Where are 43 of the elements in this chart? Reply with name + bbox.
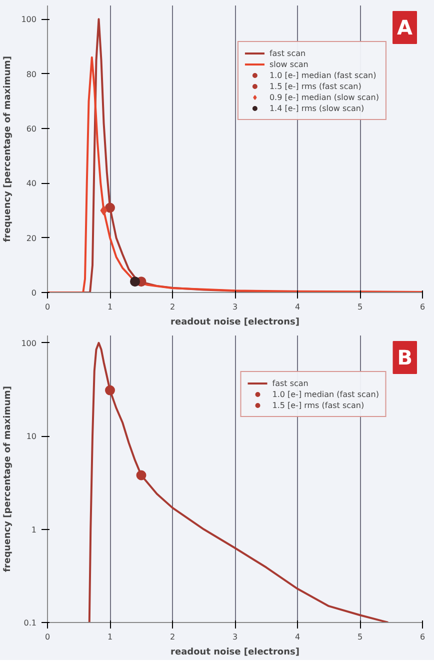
legend-label: slow scan: [269, 59, 308, 69]
legend-label: 0.9 [e-] median (slow scan): [269, 92, 379, 102]
legend-label: 1.4 [e-] rms (slow scan): [269, 103, 364, 113]
y-axis-title: frequency [percentage of maximum]: [3, 386, 14, 572]
x-tick-label: 6: [420, 302, 426, 312]
legend-label: 1.0 [e-] median (fast scan): [272, 389, 379, 399]
x-tick-label: 2: [170, 632, 176, 642]
y-tick-label: 20: [26, 234, 37, 243]
y-tick-label: 100: [21, 338, 37, 348]
annotation: B: [397, 346, 413, 370]
x-tick-label: 0: [44, 302, 50, 312]
x-tick-label: 1: [107, 302, 113, 312]
y-tick-label: 60: [26, 124, 37, 134]
y-axis-title: frequency [percentage of maximum]: [3, 56, 14, 242]
x-tick-label: 3: [232, 302, 238, 312]
legend-label: 1.5 [e-] rms (fast scan): [269, 81, 362, 91]
y-tick-label: 1: [31, 525, 37, 534]
y-tick-label: 100: [21, 15, 37, 24]
point: [100, 206, 108, 216]
x-tick-label: 5: [357, 632, 363, 642]
y-tick-label: 0: [31, 288, 37, 298]
y-tick-label: 10: [26, 432, 37, 442]
legend-label: fast scan: [269, 48, 306, 58]
x-tick-label: 0: [44, 632, 50, 642]
line-series: [88, 342, 390, 622]
x-tick-label: 2: [170, 302, 176, 312]
y-tick-label: 40: [26, 179, 37, 188]
x-tick-label: 5: [357, 302, 363, 312]
x-axis-title: readout noise [electrons]: [170, 648, 300, 658]
x-tick-label: 4: [294, 632, 300, 642]
y-tick-label: 0.1: [24, 618, 37, 628]
x-tick-label: 4: [294, 302, 300, 312]
x-axis-title: readout noise [electrons]: [170, 318, 300, 328]
x-tick-label: 6: [420, 632, 426, 642]
legend-label: 1.5 [e-] rms (fast scan): [272, 400, 364, 410]
legend-label: fast scan: [272, 378, 308, 388]
x-tick-label: 1: [107, 632, 113, 642]
y-tick-label: 80: [26, 70, 37, 79]
point: [130, 276, 140, 287]
annotation: A: [397, 16, 414, 40]
point: [105, 202, 115, 213]
x-tick-label: 3: [232, 632, 238, 642]
legend-label: 1.0 [e-] median (fast scan): [269, 70, 376, 80]
